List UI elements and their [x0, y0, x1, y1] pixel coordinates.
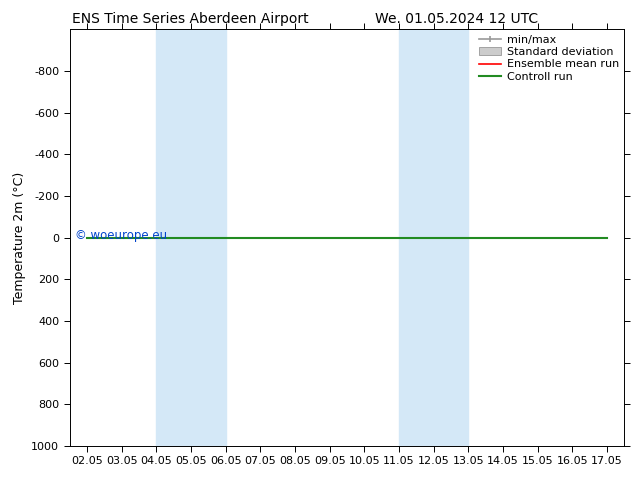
Bar [399, 29, 469, 446]
Text: We. 01.05.2024 12 UTC: We. 01.05.2024 12 UTC [375, 12, 538, 26]
Text: © woeurope.eu: © woeurope.eu [75, 229, 167, 242]
Text: ENS Time Series Aberdeen Airport: ENS Time Series Aberdeen Airport [72, 12, 309, 26]
Y-axis label: Temperature 2m (°C): Temperature 2m (°C) [13, 172, 26, 304]
Legend: min/max, Standard deviation, Ensemble mean run, Controll run: min/max, Standard deviation, Ensemble me… [477, 33, 621, 84]
Bar [157, 29, 226, 446]
